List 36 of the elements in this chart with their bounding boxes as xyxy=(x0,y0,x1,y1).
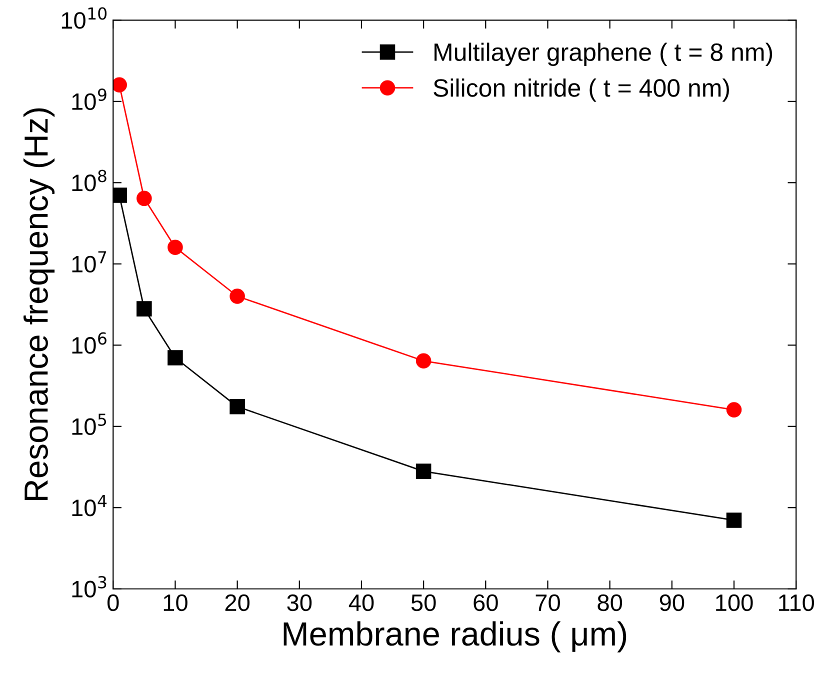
x-tick-label: 100 xyxy=(716,594,753,612)
point xyxy=(113,188,127,203)
x-tick-label: 10 xyxy=(164,594,188,612)
point xyxy=(726,402,742,418)
x-tick-label: 30 xyxy=(287,594,312,612)
point xyxy=(168,240,183,255)
point xyxy=(416,464,432,479)
point xyxy=(136,301,152,316)
x-tick-label: 60 xyxy=(474,594,498,612)
x-tick-label: 90 xyxy=(660,594,684,612)
point xyxy=(136,190,152,206)
y-tick-label: 10$^{4}$ xyxy=(72,494,107,516)
x-tick-label: 40 xyxy=(348,594,374,612)
x-tick-label: 70 xyxy=(536,594,560,612)
y-tick-label: 10$^{10}$ xyxy=(62,7,107,29)
x-tick-label: 0 xyxy=(107,594,119,612)
y-tick-label: 10$^{9}$ xyxy=(72,88,106,110)
point xyxy=(416,353,432,369)
legend-label: Silicon nitride ( t = 400 nm) xyxy=(434,78,729,102)
y-tick-label: 10$^{5}$ xyxy=(72,414,106,436)
point xyxy=(168,350,183,366)
point xyxy=(113,77,127,92)
y-tick-label: 10$^{8}$ xyxy=(72,170,106,192)
x-tick-label: 20 xyxy=(225,594,250,612)
point xyxy=(230,399,245,414)
legend-label: Multilayer graphene ( t = 8 nm) xyxy=(434,42,772,66)
x-tick-label: 50 xyxy=(411,594,436,612)
point xyxy=(726,512,742,528)
x-tick-label: 80 xyxy=(598,594,622,612)
y-tick-label: 10$^{6}$ xyxy=(72,332,106,354)
y-tick-label: 10$^{7}$ xyxy=(72,251,106,273)
x-tick-label: 110 xyxy=(779,594,814,612)
y-axis-title: Resonance frequency (Hz) xyxy=(23,108,55,500)
x-axis-title: Membrane radius ( μm) xyxy=(284,621,626,652)
point xyxy=(230,288,245,304)
y-tick-label: 10$^{3}$ xyxy=(72,576,106,598)
